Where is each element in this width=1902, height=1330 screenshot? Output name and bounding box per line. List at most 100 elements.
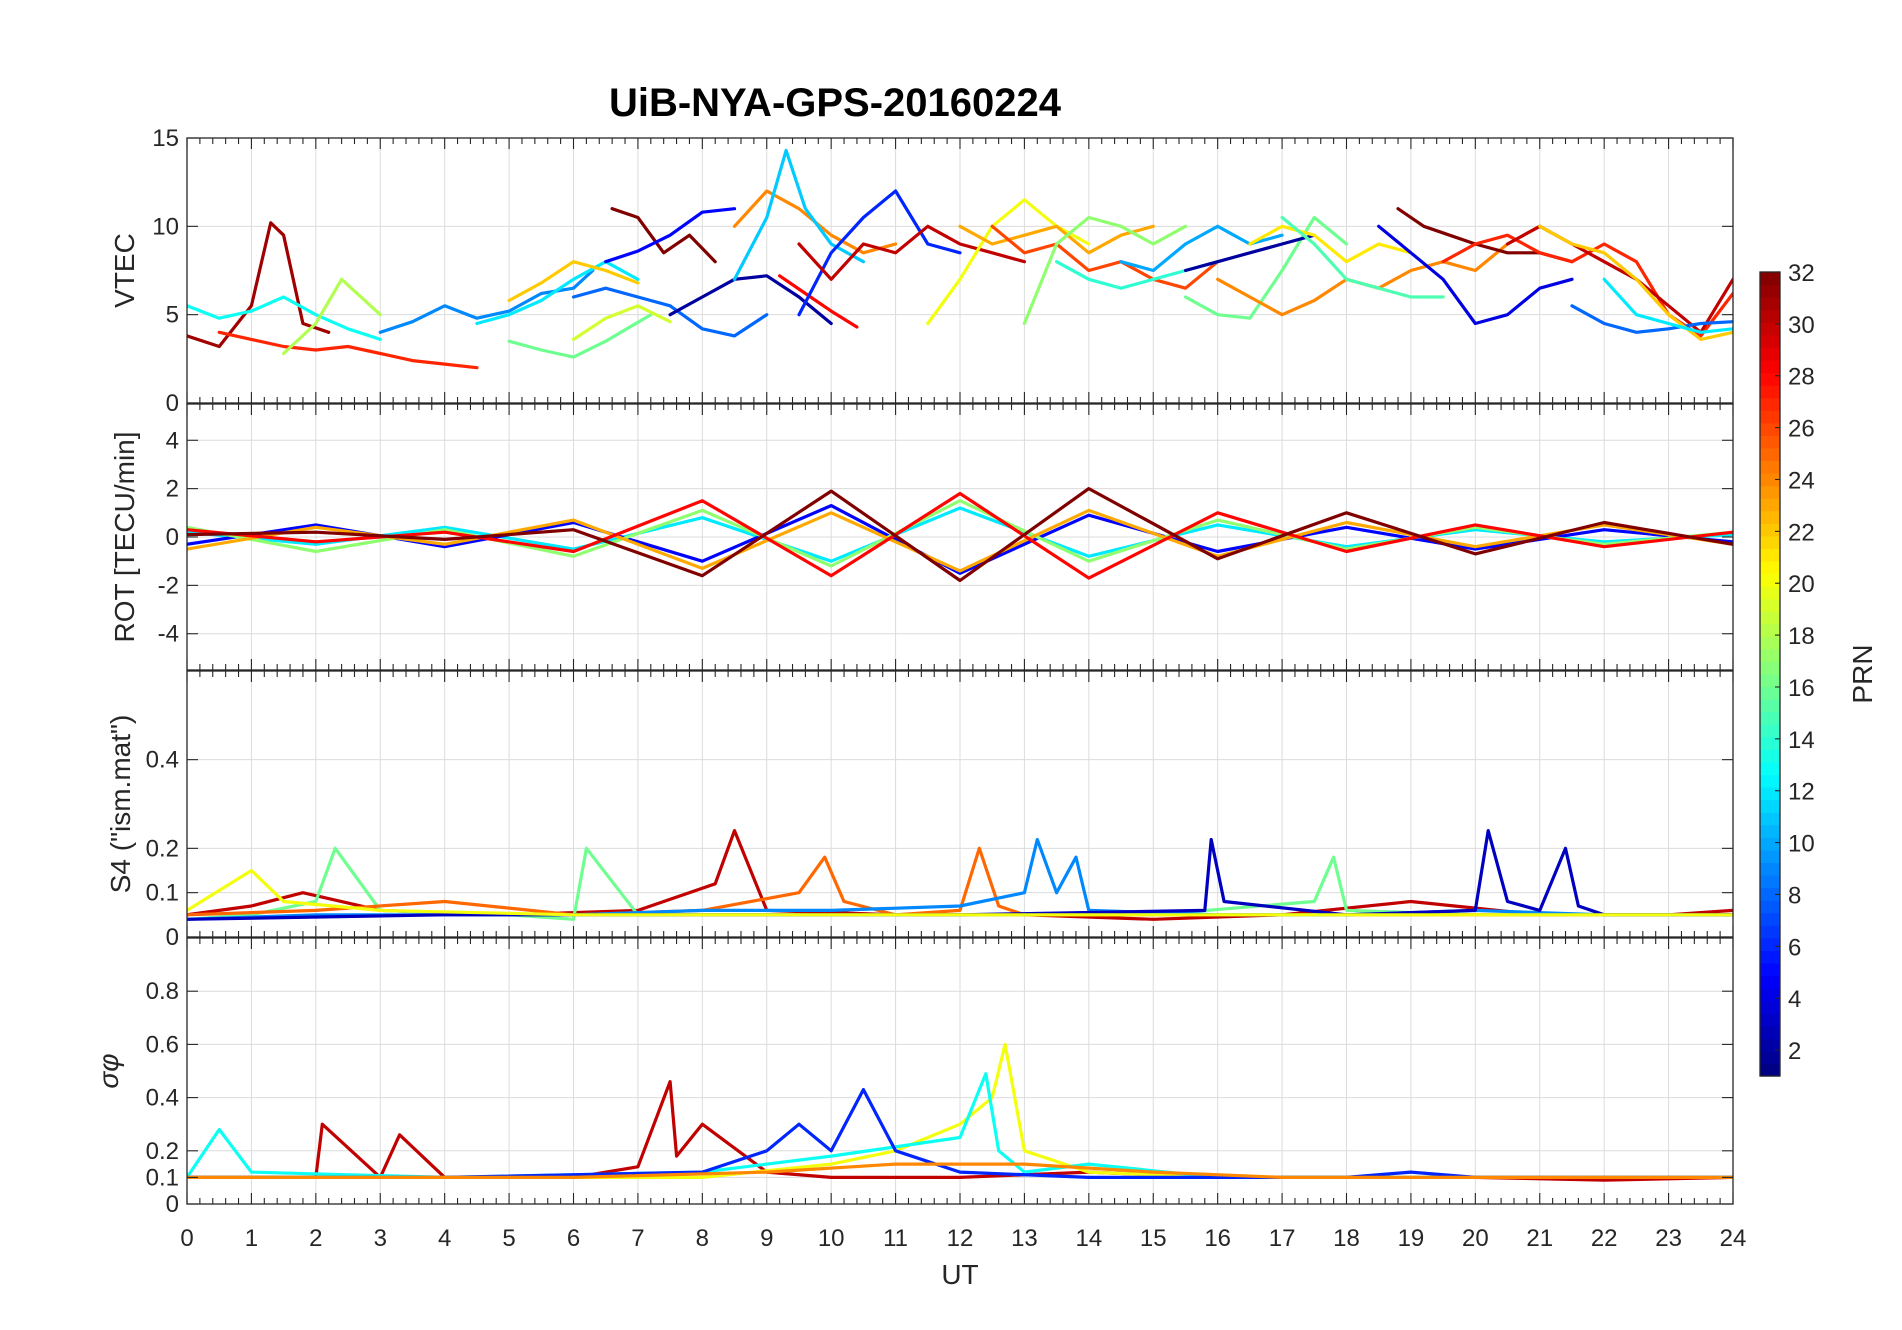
colorbar-segment — [1760, 988, 1780, 1002]
y-tick-label: 5 — [166, 302, 179, 329]
colorbar-segment — [1760, 812, 1780, 826]
colorbar-segment — [1760, 724, 1780, 738]
colorbar-segment — [1760, 435, 1780, 449]
colorbar-segment — [1760, 711, 1780, 725]
colorbar-segment — [1760, 686, 1780, 700]
colorbar-segment — [1760, 925, 1780, 939]
x-tick-label: 3 — [374, 1225, 387, 1252]
colorbar-segment — [1760, 1025, 1780, 1039]
series-prn-11 — [732, 148, 866, 281]
y-tick-label: 4 — [166, 427, 179, 454]
colorbar-segment — [1760, 837, 1780, 851]
y-tick-label: 15 — [152, 125, 179, 152]
x-tick-label: 11 — [883, 1225, 908, 1252]
x-axis-label: UT — [941, 1259, 978, 1290]
colorbar-segment — [1760, 912, 1780, 926]
series-prn-5 — [604, 207, 737, 264]
colorbar-segment — [1760, 523, 1780, 537]
colorbar-tick-label: 16 — [1788, 675, 1815, 702]
colorbar-segment — [1760, 875, 1780, 889]
colorbar-tick-label: 10 — [1788, 831, 1815, 858]
x-tick-label: 21 — [1526, 1225, 1553, 1252]
y-axis-label: ROT [TECU/min] — [109, 431, 140, 642]
x-tick-label: 4 — [438, 1225, 451, 1252]
x-tick-label: 24 — [1720, 1225, 1747, 1252]
colorbar-tick-label: 18 — [1788, 623, 1815, 650]
colorbar-segment — [1760, 410, 1780, 424]
series-prn-30 — [797, 224, 1027, 281]
colorbar-segment — [1760, 774, 1780, 788]
colorbar-segment — [1760, 1063, 1780, 1077]
series-prn-31 — [187, 221, 331, 349]
colorbar-tick-label: 8 — [1788, 882, 1801, 909]
colorbar-segment — [1760, 359, 1780, 374]
traces-sigphi — [187, 1042, 1733, 1182]
colorbar-segment — [1760, 824, 1780, 838]
x-tick-label: 7 — [631, 1225, 644, 1252]
series-prn-6 — [797, 189, 962, 317]
colorbar-frame — [1759, 271, 1781, 1077]
colorbar-tick-label: 24 — [1788, 467, 1815, 494]
colorbar-tick-label: 2 — [1788, 1038, 1801, 1065]
y-tick-label: 0.4 — [146, 747, 179, 774]
colorbar-segment — [1760, 937, 1780, 951]
x-tick-label: 20 — [1462, 1225, 1489, 1252]
colorbar-tick-label: 26 — [1788, 416, 1815, 443]
y-tick-label: 0.4 — [146, 1085, 179, 1112]
x-tick-label: 18 — [1333, 1225, 1360, 1252]
series-prn-2 — [1183, 233, 1316, 273]
colorbar-segment — [1760, 573, 1780, 587]
colorbar-segment — [1760, 422, 1780, 436]
y-tick-label: -4 — [158, 621, 179, 648]
colorbar-segment — [1760, 485, 1780, 499]
colorbar-label: PRN — [1847, 644, 1878, 703]
y-tick-label: -2 — [158, 572, 179, 599]
y-axis-label: S4 ("ism.mat") — [105, 715, 136, 894]
colorbar-segment — [1760, 460, 1780, 474]
series-prn-5 — [187, 504, 1733, 575]
x-tick-label: 15 — [1140, 1225, 1167, 1252]
colorbar-segment — [1760, 962, 1780, 977]
colorbar-segment — [1760, 560, 1780, 575]
colorbar-segment — [1760, 586, 1780, 600]
colorbar-tick-label: 28 — [1788, 364, 1815, 391]
y-tick-label: 0.8 — [146, 978, 179, 1005]
series-prn-22 — [1538, 224, 1733, 341]
panel-rot: -4 -2 0 2 4 ROT [TECU/min] — [109, 403, 1734, 671]
series-prn-32 — [187, 487, 1733, 583]
x-tick-label: 10 — [818, 1225, 845, 1252]
series-prn-24 — [187, 1162, 1733, 1180]
series-prn-10 — [1119, 224, 1284, 273]
colorbar-segment — [1760, 799, 1780, 813]
x-tick-label: 13 — [1011, 1225, 1038, 1252]
colorbar-tick-label: 22 — [1788, 519, 1815, 546]
series-prn-12 — [1602, 277, 1733, 334]
y-tick-label: 0.2 — [146, 1138, 179, 1165]
colorbar-segment — [1760, 322, 1780, 336]
series-prn-8 — [1570, 304, 1733, 334]
series-prn-20 — [187, 868, 1733, 917]
colorbar-segment — [1760, 736, 1780, 750]
series-prn-27 — [217, 330, 479, 370]
y-tick-label: 0.6 — [146, 1031, 179, 1058]
colorbar-segment — [1760, 699, 1780, 713]
y-tick-label: 0 — [166, 1191, 179, 1218]
chart-title: UiB-NYA-GPS-20160224 — [609, 81, 1062, 125]
x-tick-label: 8 — [696, 1225, 709, 1252]
series-prn-8 — [571, 286, 769, 338]
y-tick-label: 0.2 — [146, 835, 179, 862]
series-prn-26 — [990, 224, 1220, 290]
colorbar-segment — [1760, 761, 1780, 776]
x-tick-label: 12 — [947, 1225, 974, 1252]
panel-vtec: 0 5 10 15 VTEC — [109, 125, 1734, 417]
colorbar-segment — [1760, 548, 1780, 562]
colorbar-segment — [1760, 661, 1780, 675]
colorbar-segment — [1760, 284, 1780, 298]
series-prn-23 — [187, 508, 1733, 573]
panel-s4: 0 0.1 0.2 0.4 S4 ("ism.mat") — [105, 670, 1734, 951]
colorbar-segment — [1760, 900, 1780, 914]
series-prn-22 — [507, 260, 640, 303]
traces-s4 — [187, 828, 1733, 921]
